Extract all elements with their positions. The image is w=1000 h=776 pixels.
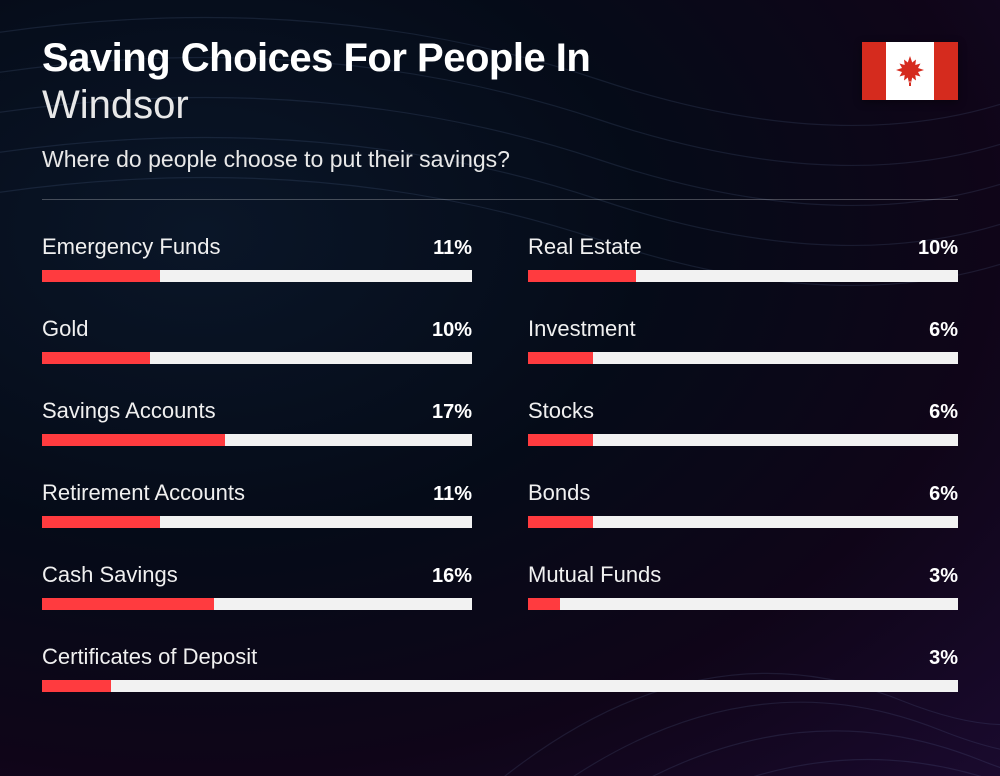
bar-label: Gold (42, 316, 88, 342)
bar-chart-grid: Emergency Funds 11% Real Estate 10% Gold… (42, 234, 958, 692)
bar-value: 17% (432, 401, 472, 424)
bar-fill (42, 270, 160, 282)
bar-value: 6% (929, 319, 958, 342)
header: Saving Choices For People In Windsor Whe… (42, 36, 958, 173)
canada-flag-icon (862, 42, 958, 100)
bar-fill (42, 598, 214, 610)
bar-item: Bonds 6% (528, 480, 958, 528)
bar-item: Certificates of Deposit 3% (42, 644, 958, 692)
bar-label: Investment (528, 316, 636, 342)
bar-track (42, 598, 472, 610)
bar-label: Mutual Funds (528, 562, 661, 588)
bar-value: 11% (433, 237, 472, 260)
bar-track (42, 680, 958, 692)
bar-item: Mutual Funds 3% (528, 562, 958, 610)
bar-item: Gold 10% (42, 316, 472, 364)
bar-track (528, 270, 958, 282)
page-title-line1: Saving Choices For People In (42, 36, 862, 81)
bar-label: Real Estate (528, 234, 642, 260)
bar-label: Stocks (528, 398, 594, 424)
bar-value: 10% (432, 319, 472, 342)
bar-value: 6% (929, 483, 958, 506)
page-title-line2: Windsor (42, 83, 862, 128)
bar-track (528, 516, 958, 528)
bar-track (42, 270, 472, 282)
bar-value: 10% (918, 237, 958, 260)
bar-label: Emergency Funds (42, 234, 221, 260)
bar-fill (528, 270, 636, 282)
bar-label: Savings Accounts (42, 398, 216, 424)
bar-fill (42, 434, 225, 446)
bar-label: Bonds (528, 480, 590, 506)
bar-item: Stocks 6% (528, 398, 958, 446)
bar-item: Investment 6% (528, 316, 958, 364)
page-subtitle: Where do people choose to put their savi… (42, 146, 862, 173)
bar-label: Certificates of Deposit (42, 644, 257, 670)
bar-fill (42, 352, 150, 364)
bar-fill (528, 516, 593, 528)
bar-track (528, 434, 958, 446)
header-divider (42, 199, 958, 200)
bar-value: 6% (929, 401, 958, 424)
bar-fill (528, 352, 593, 364)
bar-track (42, 434, 472, 446)
bar-value: 11% (433, 483, 472, 506)
bar-track (42, 516, 472, 528)
bar-track (528, 352, 958, 364)
bar-item: Savings Accounts 17% (42, 398, 472, 446)
bar-fill (42, 516, 160, 528)
bar-track (528, 598, 958, 610)
bar-item: Emergency Funds 11% (42, 234, 472, 282)
bar-value: 3% (929, 647, 958, 670)
bar-fill (528, 598, 560, 610)
bar-track (42, 352, 472, 364)
bar-fill (42, 680, 111, 692)
bar-value: 3% (929, 565, 958, 588)
bar-fill (528, 434, 593, 446)
bar-item: Retirement Accounts 11% (42, 480, 472, 528)
bar-label: Cash Savings (42, 562, 178, 588)
bar-value: 16% (432, 565, 472, 588)
bar-label: Retirement Accounts (42, 480, 245, 506)
bar-item: Cash Savings 16% (42, 562, 472, 610)
bar-item: Real Estate 10% (528, 234, 958, 282)
